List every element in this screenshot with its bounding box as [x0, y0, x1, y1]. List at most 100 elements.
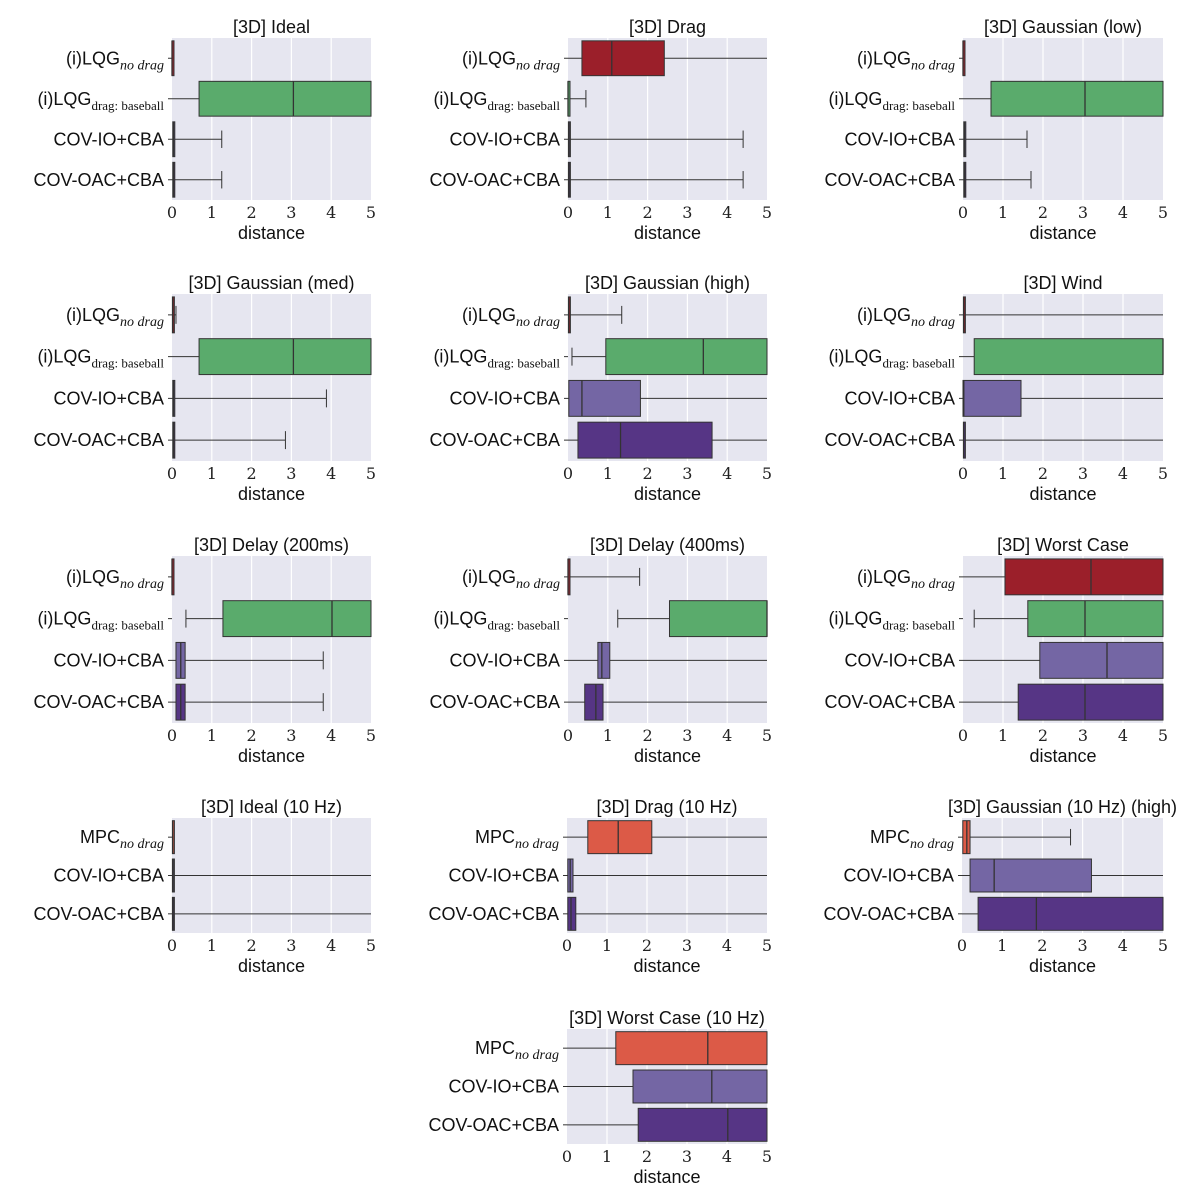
box-row: MPCno drag [80, 820, 175, 855]
box-row: (i)LQGdrag: baseball [433, 600, 768, 638]
box [597, 641, 611, 679]
x-tick-label: 2 [642, 936, 652, 955]
x-tick-label: 0 [958, 726, 968, 745]
box-row: COV-OAC+CBA [428, 1107, 768, 1142]
box [637, 1107, 768, 1142]
panel-title: [3D] Drag (10 Hz) [596, 797, 737, 817]
x-tick-label: 4 [722, 936, 732, 955]
box [1027, 600, 1164, 638]
x-tick-label: 0 [167, 726, 177, 745]
y-tick-label: COV-IO+CBA [844, 650, 955, 670]
x-axis-label: distance [1029, 746, 1096, 766]
panel-title: [3D] Worst Case [997, 535, 1129, 555]
y-tick-label: COV-OAC+CBA [428, 1115, 559, 1135]
box-row: (i)LQGno drag [857, 40, 966, 77]
y-tick-label: COV-OAC+CBA [33, 170, 164, 190]
y-tick-label: COV-IO+CBA [449, 388, 560, 408]
y-tick-label: (i)LQGdrag: baseball [37, 347, 164, 371]
box-row: (i)LQGdrag: baseball [828, 338, 1164, 376]
box-row: (i)LQGdrag: baseball [433, 80, 587, 117]
box [1017, 683, 1164, 721]
y-tick-label: COV-IO+CBA [844, 388, 955, 408]
y-tick-label: COV-OAC+CBA [33, 692, 164, 712]
box-row: (i)LQGno drag [462, 558, 641, 596]
box-row: (i)LQGno drag [66, 40, 175, 77]
panel-title: [3D] Drag [629, 17, 706, 37]
box-row: COV-IO+CBA [53, 858, 371, 893]
plot-area [963, 38, 1163, 200]
box-row: (i)LQGdrag: baseball [37, 338, 372, 376]
y-tick-label: COV-IO+CBA [53, 129, 164, 149]
x-axis-label: distance [238, 484, 305, 504]
x-tick-label: 5 [366, 203, 376, 222]
y-tick-label: (i)LQGno drag [857, 48, 955, 73]
y-tick-label: (i)LQGno drag [66, 305, 164, 330]
box [615, 1031, 768, 1066]
x-axis-label: distance [1029, 956, 1096, 976]
box-row: COV-IO+CBA [843, 858, 1163, 893]
box-row: COV-IO+CBA [448, 858, 767, 893]
box-row: (i)LQGno drag [66, 296, 177, 334]
y-tick-label: (i)LQGdrag: baseball [828, 347, 955, 371]
box-row: (i)LQGdrag: baseball [37, 600, 372, 638]
y-tick-label: COV-OAC+CBA [824, 170, 955, 190]
x-axis-label: distance [634, 484, 701, 504]
x-axis-label: distance [1029, 484, 1096, 504]
box [567, 896, 577, 931]
panel-2: [3D] Drag (i)LQGno drag (i)LQGdrag: baseba… [429, 17, 772, 243]
box-row: COV-IO+CBA [53, 121, 223, 158]
y-tick-label: (i)LQGdrag: baseball [433, 347, 560, 371]
x-tick-label: 1 [998, 203, 1008, 222]
y-tick-label: COV-IO+CBA [844, 129, 955, 149]
y-tick-label: (i)LQGdrag: baseball [37, 89, 164, 113]
panel-10: [3D] Ideal (10 Hz) MPCno drag COV-IO+CBA CO… [33, 797, 376, 976]
panel-title: [3D] Wind [1023, 273, 1102, 293]
x-axis-label: distance [634, 746, 701, 766]
box-row: (i)LQGdrag: baseball [433, 338, 768, 376]
y-tick-label: (i)LQGno drag [462, 48, 560, 73]
box [973, 338, 1164, 376]
x-tick-label: 4 [1118, 203, 1128, 222]
panel-3: [3D] Gaussian (low) (i)LQGno drag (i)LQGdr… [824, 17, 1168, 243]
x-tick-label: 2 [247, 726, 257, 745]
x-tick-label: 5 [762, 1147, 772, 1166]
x-tick-label: 0 [957, 936, 967, 955]
box-row: (i)LQGno drag [462, 40, 767, 77]
box-row: (i)LQGno drag [857, 296, 1163, 334]
x-tick-label: 3 [682, 203, 692, 222]
box [990, 80, 1164, 117]
x-tick-label: 5 [366, 936, 376, 955]
box [581, 40, 665, 77]
y-tick-label: MPCno drag [475, 1038, 559, 1063]
panel-title: [3D] Delay (400ms) [590, 535, 745, 555]
x-tick-label: 4 [1118, 726, 1128, 745]
panel-title: [3D] Ideal [233, 17, 310, 37]
box-row: COV-IO+CBA [844, 641, 1164, 679]
y-tick-label: (i)LQGno drag [857, 305, 955, 330]
x-axis-label: distance [238, 956, 305, 976]
x-tick-label: 4 [326, 726, 336, 745]
y-tick-label: COV-IO+CBA [448, 1077, 559, 1097]
panel-8: [3D] Delay (400ms) (i)LQGno drag (i)LQGdra… [429, 535, 772, 766]
box-row: MPCno drag [475, 1031, 768, 1066]
x-tick-label: 0 [563, 203, 573, 222]
x-tick-label: 1 [207, 726, 217, 745]
x-tick-label: 2 [1038, 464, 1048, 483]
panel-title: [3D] Ideal (10 Hz) [201, 797, 342, 817]
y-tick-label: MPCno drag [475, 827, 559, 852]
x-tick-label: 1 [207, 936, 217, 955]
box [587, 820, 653, 855]
x-tick-label: 4 [1118, 464, 1128, 483]
box-row: COV-OAC+CBA [823, 896, 1164, 931]
x-tick-label: 4 [722, 464, 732, 483]
x-tick-label: 1 [603, 203, 613, 222]
box-row: COV-OAC+CBA [824, 683, 1164, 721]
box [668, 600, 768, 638]
plot-area [963, 294, 1163, 461]
panel-title: [3D] Gaussian (high) [585, 273, 750, 293]
x-tick-label: 5 [762, 726, 772, 745]
box [198, 338, 372, 376]
x-tick-label: 0 [563, 464, 573, 483]
panel-title: [3D] Worst Case (10 Hz) [569, 1008, 765, 1028]
